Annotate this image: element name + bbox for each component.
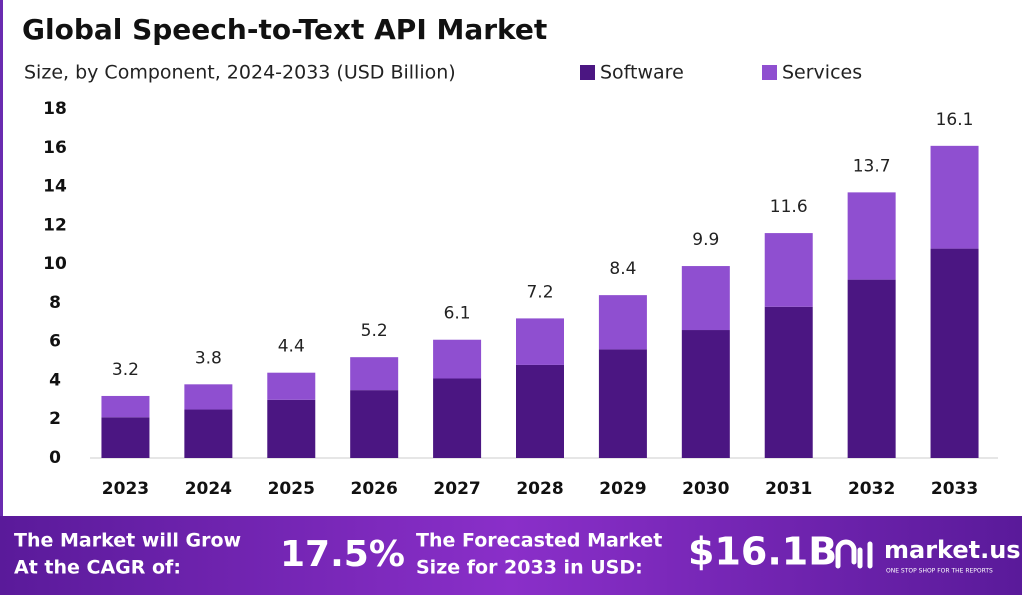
total-label: 7.2 (526, 282, 553, 302)
x-tick-label: 2023 (102, 479, 149, 499)
total-label: 11.6 (770, 197, 808, 217)
y-tick-label: 0 (49, 448, 61, 468)
total-label: 6.1 (444, 304, 471, 324)
bar-segment (433, 339, 482, 379)
bar-segment (184, 409, 233, 458)
legend-swatch (762, 65, 777, 80)
banner-cagr: 17.5% (280, 534, 405, 575)
total-label: 5.2 (361, 321, 388, 341)
y-tick-label: 14 (43, 177, 67, 197)
y-tick-label: 10 (43, 254, 67, 274)
bar-segment (184, 384, 233, 410)
x-tick-label: 2025 (268, 479, 315, 499)
bar-segment (930, 248, 979, 458)
banner-text: At the CAGR of: (14, 557, 181, 579)
x-tick-label: 2026 (351, 479, 398, 499)
bar-segment (847, 279, 896, 458)
total-label: 13.7 (853, 156, 891, 176)
bar-segment (101, 417, 150, 458)
banner-text: The Forecasted Market (416, 530, 662, 552)
bar-segment (350, 390, 399, 458)
total-label: 8.4 (609, 259, 636, 279)
banner-text: The Market will Grow (14, 530, 241, 552)
bar-segment (433, 378, 482, 458)
x-tick-label: 2027 (433, 479, 480, 499)
y-tick-label: 4 (49, 370, 61, 390)
chart-title: Global Speech-to-Text API Market (22, 13, 547, 46)
bar-segment (101, 395, 150, 418)
bar-segment (516, 318, 564, 365)
chart-subtitle: Size, by Component, 2024-2033 (USD Billi… (24, 62, 456, 84)
total-label: 9.9 (692, 230, 719, 250)
y-tick-label: 18 (43, 99, 67, 119)
legend-label: Software (600, 62, 684, 84)
y-tick-label: 6 (49, 332, 61, 352)
bar-segment (681, 330, 730, 458)
bar-segment (930, 145, 979, 249)
x-tick-label: 2030 (682, 479, 729, 499)
x-tick-label: 2024 (185, 479, 232, 499)
logo-icon (835, 539, 873, 569)
x-tick-label: 2033 (931, 479, 978, 499)
x-tick-label: 2032 (848, 479, 895, 499)
bar-segment (267, 399, 316, 458)
bar-segment (516, 364, 564, 458)
bar-segment (350, 357, 399, 391)
y-tick-label: 2 (49, 409, 61, 429)
total-label: 3.2 (112, 360, 139, 380)
total-label: 3.8 (195, 348, 222, 368)
bar-segment (681, 266, 730, 331)
y-tick-label: 8 (49, 293, 61, 313)
y-tick-label: 12 (43, 215, 67, 235)
bar-segment (764, 306, 813, 458)
logo: market.us (884, 536, 1021, 564)
left-border (0, 0, 3, 516)
total-label: 4.4 (278, 337, 305, 357)
bar-segment (847, 192, 896, 280)
legend-swatch (580, 65, 595, 80)
x-tick-label: 2029 (599, 479, 646, 499)
y-tick-label: 16 (43, 138, 67, 158)
banner-forecast: $16.1B (688, 530, 837, 574)
total-label: 16.1 (936, 110, 974, 130)
bar-segment (764, 233, 813, 307)
bar-segment (598, 295, 647, 350)
bar-segment (267, 372, 316, 400)
x-tick-label: 2031 (765, 479, 812, 499)
x-tick-label: 2028 (516, 479, 563, 499)
tagline: ONE STOP SHOP FOR THE REPORTS (886, 568, 993, 575)
banner-text: Size for 2033 in USD: (416, 557, 643, 579)
legend-label: Services (782, 62, 862, 84)
bar-segment (598, 349, 647, 458)
